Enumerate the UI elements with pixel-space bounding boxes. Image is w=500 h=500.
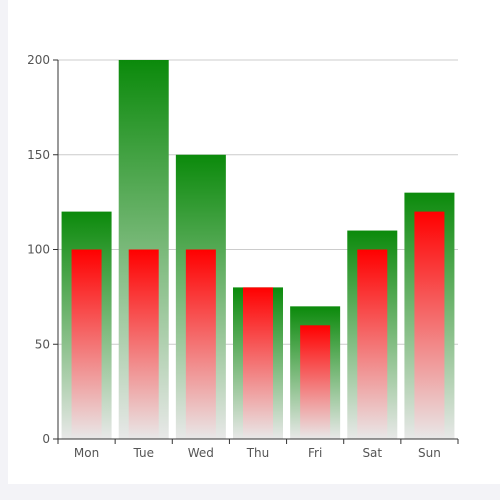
bar-series-2 bbox=[71, 249, 102, 439]
tick-labels: 0 50 100 150 200 Mon Tue Wed Thu Fri Sat Sun bbox=[27, 53, 441, 460]
x-tick-label: Fri bbox=[308, 446, 322, 460]
y-tick-label: 100 bbox=[27, 243, 50, 257]
bottom-gutter bbox=[0, 484, 500, 500]
bar-series-2 bbox=[185, 249, 216, 439]
y-tick-label: 50 bbox=[35, 337, 50, 351]
bar-series-2 bbox=[414, 211, 445, 439]
x-tick-label: Sat bbox=[362, 446, 382, 460]
bar-series-2 bbox=[243, 287, 273, 439]
y-tick-label: 200 bbox=[27, 53, 50, 67]
bar-series-2 bbox=[300, 325, 331, 439]
y-tick-label: 0 bbox=[42, 432, 50, 446]
y-tick-label: 150 bbox=[27, 148, 50, 162]
chart-card: 0 50 100 150 200 Mon Tue Wed Thu Fri Sat Sun bbox=[8, 0, 500, 484]
left-gutter bbox=[0, 0, 8, 500]
series-front-bars bbox=[71, 211, 445, 439]
bar-series-2 bbox=[128, 249, 159, 439]
bar-series-2 bbox=[357, 249, 388, 439]
axes bbox=[53, 59, 459, 444]
x-tick-label: Sun bbox=[418, 446, 441, 460]
x-tick-label: Thu bbox=[246, 446, 270, 460]
x-tick-label: Tue bbox=[132, 446, 154, 460]
bar-chart: 0 50 100 150 200 Mon Tue Wed Thu Fri Sat Sun bbox=[27, 53, 459, 460]
x-tick-label: Mon bbox=[74, 446, 99, 460]
x-tick-label: Wed bbox=[188, 446, 214, 460]
